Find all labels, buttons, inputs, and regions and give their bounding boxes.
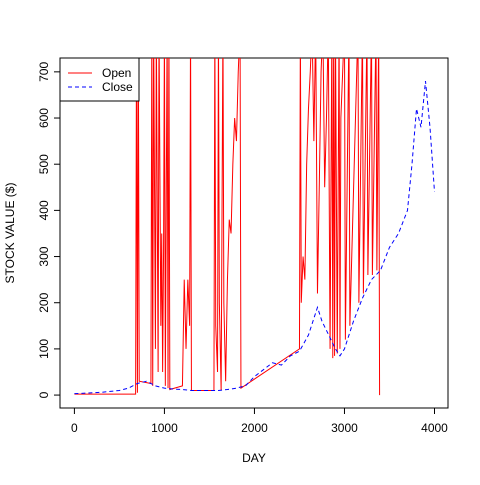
x-tick-label: 2000 [241,421,268,435]
x-axis-label: DAY [242,451,266,465]
y-tick-label: 600 [37,108,51,128]
y-axis-label: STOCK VALUE ($) [3,183,17,284]
legend-label: Open [102,66,131,80]
y-tick-label: 0 [37,391,51,398]
x-tick-label: 4000 [421,421,448,435]
y-tick-label: 700 [37,62,51,82]
legend-label: Close [102,80,133,94]
y-tick-label: 400 [37,200,51,220]
y-tick-label: 100 [37,339,51,359]
line-series [74,58,381,396]
x-tick-label: 0 [71,421,78,435]
plot-area [74,58,435,396]
plot-frame [59,57,449,409]
y-tick-label: 300 [37,246,51,266]
line-series [74,81,435,395]
x-tick-label: 1000 [151,421,178,435]
y-tick-label: 200 [37,292,51,312]
x-tick-label: 3000 [331,421,358,435]
legend-box [59,57,140,102]
y-tick-label: 500 [37,154,51,174]
